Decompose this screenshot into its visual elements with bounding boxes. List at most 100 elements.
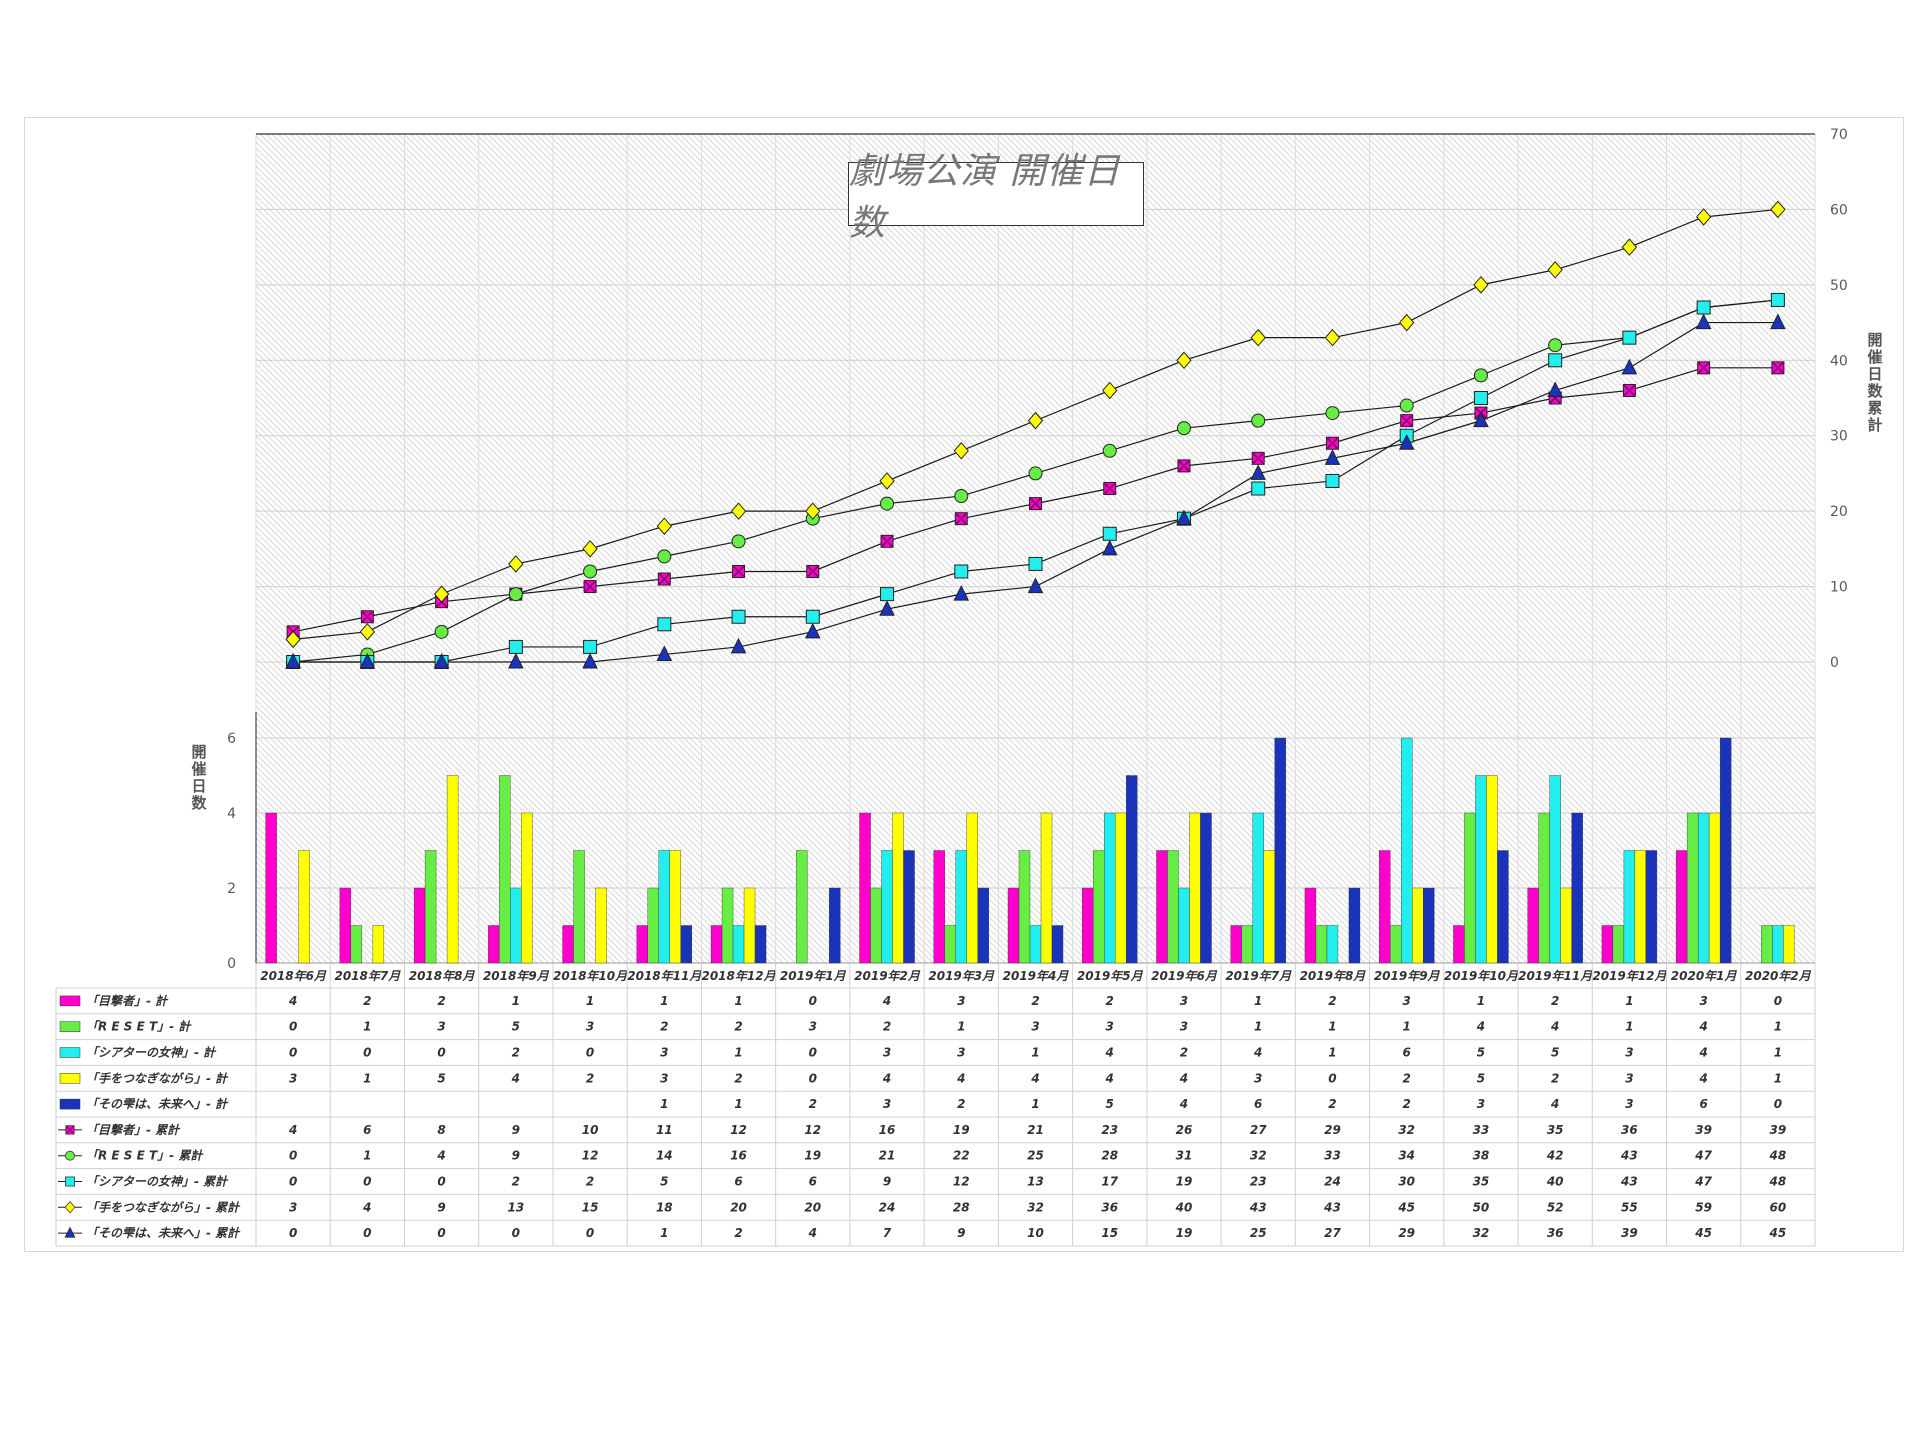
table-value: 3 — [586, 1020, 594, 1034]
bar — [1686, 812, 1699, 964]
bar — [933, 850, 945, 964]
table-value: 15 — [582, 1200, 599, 1214]
table-value: 34 — [1398, 1149, 1415, 1163]
table-value: 0 — [363, 1175, 371, 1189]
line-marker — [1028, 466, 1043, 481]
table-value: 39 — [1621, 1226, 1638, 1240]
bar — [732, 925, 745, 964]
table-value: 1 — [734, 1097, 742, 1111]
table-value: 5 — [1106, 1097, 1114, 1111]
line-marker — [1547, 261, 1563, 279]
legend-label: 「目撃者」- 計 — [86, 994, 169, 1008]
line-marker — [1325, 406, 1340, 421]
bar — [1378, 850, 1391, 964]
line-marker — [953, 584, 970, 601]
table-value: 31 — [1176, 1149, 1193, 1163]
line-marker — [656, 517, 672, 535]
category-label: 2019年9月 — [1374, 969, 1441, 983]
bar — [298, 850, 310, 964]
table-value: 1 — [1625, 994, 1633, 1008]
line-marker-cross — [1772, 362, 1784, 374]
bar — [829, 887, 841, 964]
table-value: 24 — [879, 1200, 896, 1214]
line-marker — [1548, 338, 1563, 353]
table-value: 47 — [1694, 1175, 1712, 1189]
table-value: 23 — [1250, 1175, 1267, 1189]
legend-label: 「手をつなぎながら」- 計 — [86, 1071, 229, 1085]
table-value: 4 — [1179, 1097, 1188, 1111]
table-value: 4 — [436, 1149, 445, 1163]
bar — [446, 775, 459, 964]
right-axis-label: 開催日数 累計 — [1867, 331, 1883, 434]
line-marker-cross — [881, 535, 893, 547]
bar — [881, 850, 893, 964]
line-marker — [285, 652, 301, 669]
bar — [562, 925, 574, 964]
table-value: 27 — [1324, 1226, 1341, 1240]
table-value: 3 — [1403, 994, 1411, 1008]
table-value: 0 — [512, 1226, 520, 1240]
legend-label: 「その雫は、未来へ」- 累計 — [86, 1226, 241, 1240]
right-tick-label: 30 — [1830, 429, 1848, 445]
table-value: 6 — [734, 1175, 742, 1189]
line-marker — [657, 549, 672, 564]
bar — [1263, 850, 1275, 964]
bar — [595, 887, 607, 964]
table-value: 5 — [512, 1020, 520, 1034]
table-value: 3 — [1477, 1097, 1485, 1111]
table-value: 33 — [1473, 1123, 1490, 1137]
table-value: 13 — [507, 1200, 524, 1214]
table-value: 1 — [1774, 1020, 1782, 1034]
bar — [499, 775, 511, 964]
category-label: 2019年12月 — [1592, 969, 1667, 983]
line-marker — [730, 637, 747, 654]
bar — [1464, 812, 1476, 964]
category-label: 2018年8月 — [409, 969, 476, 983]
line-marker — [1102, 381, 1118, 400]
line-marker-cross — [1623, 384, 1635, 397]
table-value: 4 — [1550, 1020, 1559, 1034]
bar — [1708, 812, 1721, 964]
table-value: 4 — [1105, 1071, 1114, 1085]
table-value: 5 — [1551, 1046, 1559, 1060]
table-value: 3 — [1625, 1046, 1633, 1060]
legend-key-marker — [65, 1176, 75, 1187]
legend-label: 「R E S E T」- 累計 — [86, 1149, 204, 1163]
bar — [339, 887, 352, 964]
line-marker — [953, 442, 969, 460]
line-marker — [1696, 300, 1711, 315]
table-value: 2 — [1403, 1097, 1411, 1111]
line-marker — [805, 502, 821, 520]
line-marker — [1250, 464, 1267, 480]
table-value: 40 — [1175, 1200, 1193, 1214]
table-value: 4 — [1698, 1020, 1707, 1034]
bar — [1126, 775, 1138, 964]
table-value: 3 — [660, 1046, 668, 1060]
table-value: 6 — [809, 1175, 817, 1189]
table-value: 28 — [953, 1200, 970, 1214]
table-value: 1 — [1403, 1020, 1411, 1034]
table-value: 3 — [660, 1071, 668, 1085]
table-value: 23 — [1101, 1123, 1118, 1137]
table-value: 1 — [1031, 1046, 1039, 1060]
bar — [870, 887, 882, 964]
table-value: 6 — [1254, 1097, 1262, 1111]
bar — [796, 850, 808, 964]
line-marker — [1473, 368, 1488, 383]
bar — [859, 812, 871, 964]
table-value: 2 — [437, 994, 445, 1008]
table-value: 21 — [879, 1149, 896, 1163]
bar — [1274, 737, 1286, 964]
line-marker — [1621, 358, 1638, 375]
line-marker — [508, 652, 524, 669]
line-marker — [879, 472, 895, 490]
table-value: 3 — [1254, 1071, 1262, 1085]
table-value: 1 — [957, 1020, 965, 1034]
legend-label: 「手をつなぎながら」- 累計 — [86, 1200, 241, 1214]
category-label: 2020年1月 — [1671, 969, 1738, 983]
table-value: 1 — [1328, 1020, 1336, 1034]
category-label: 2019年8月 — [1300, 969, 1367, 983]
table-value: 1 — [1774, 1046, 1782, 1060]
table-value: 2 — [734, 1071, 742, 1085]
